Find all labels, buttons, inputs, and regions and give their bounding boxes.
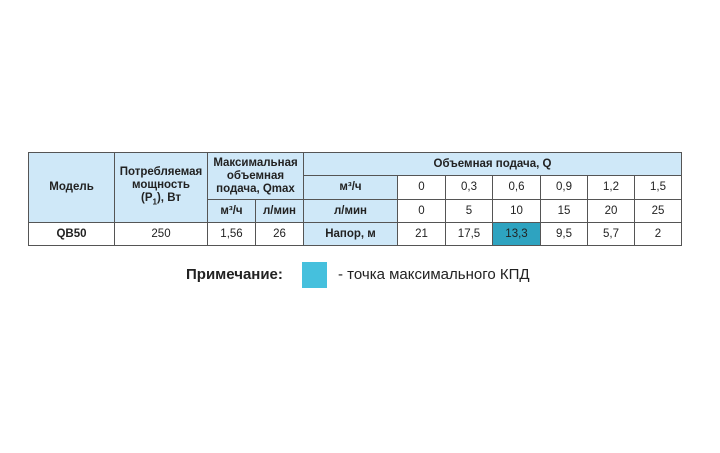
table-row: QB50 250 1,56 26 Напор, м 21 17,5 13,3 9… bbox=[28, 222, 682, 246]
cell: 0,9 bbox=[540, 175, 588, 200]
label-head: Напор, м bbox=[303, 222, 398, 246]
header-qmax-lmin: л/мин bbox=[255, 199, 304, 223]
cell: 0,3 bbox=[445, 175, 493, 200]
head-cell: 2 bbox=[634, 222, 682, 246]
cell: 1,5 bbox=[634, 175, 682, 200]
model-cell: QB50 bbox=[28, 222, 115, 246]
cell: 0 bbox=[397, 199, 446, 223]
label-lmin: л/мин bbox=[303, 199, 398, 223]
pump-spec-table: Модель Потребляемая мощность (P1), Вт Мак… bbox=[28, 152, 682, 246]
head-cell-highlight: 13,3 bbox=[492, 222, 541, 246]
cell: 0 bbox=[397, 175, 446, 200]
cell: 1,2 bbox=[587, 175, 635, 200]
label-m3h: м³/ч bbox=[303, 175, 398, 200]
cell: 15 bbox=[540, 199, 588, 223]
cell: 10 bbox=[492, 199, 541, 223]
note-label: Примечание: bbox=[186, 266, 283, 283]
legend-swatch bbox=[302, 262, 327, 288]
header-qmax: Максимальная объемная подача, Qmax bbox=[207, 152, 304, 200]
header-qmax-m3: м³/ч bbox=[207, 199, 256, 223]
header-flow: Объемная подача, Q bbox=[303, 152, 682, 176]
head-cell: 5,7 bbox=[587, 222, 635, 246]
power-cell: 250 bbox=[114, 222, 208, 246]
head-cell: 21 bbox=[397, 222, 446, 246]
qmax-m3-cell: 1,56 bbox=[207, 222, 256, 246]
header-model: Модель bbox=[28, 152, 115, 223]
head-cell: 9,5 bbox=[540, 222, 588, 246]
head-cell: 17,5 bbox=[445, 222, 493, 246]
qmax-lmin-cell: 26 bbox=[255, 222, 304, 246]
cell: 5 bbox=[445, 199, 493, 223]
note-text: - точка максимального КПД bbox=[338, 266, 530, 283]
header-power: Потребляемая мощность (P1), Вт bbox=[114, 152, 208, 223]
cell: 25 bbox=[634, 199, 682, 223]
cell: 0,6 bbox=[492, 175, 541, 200]
cell: 20 bbox=[587, 199, 635, 223]
